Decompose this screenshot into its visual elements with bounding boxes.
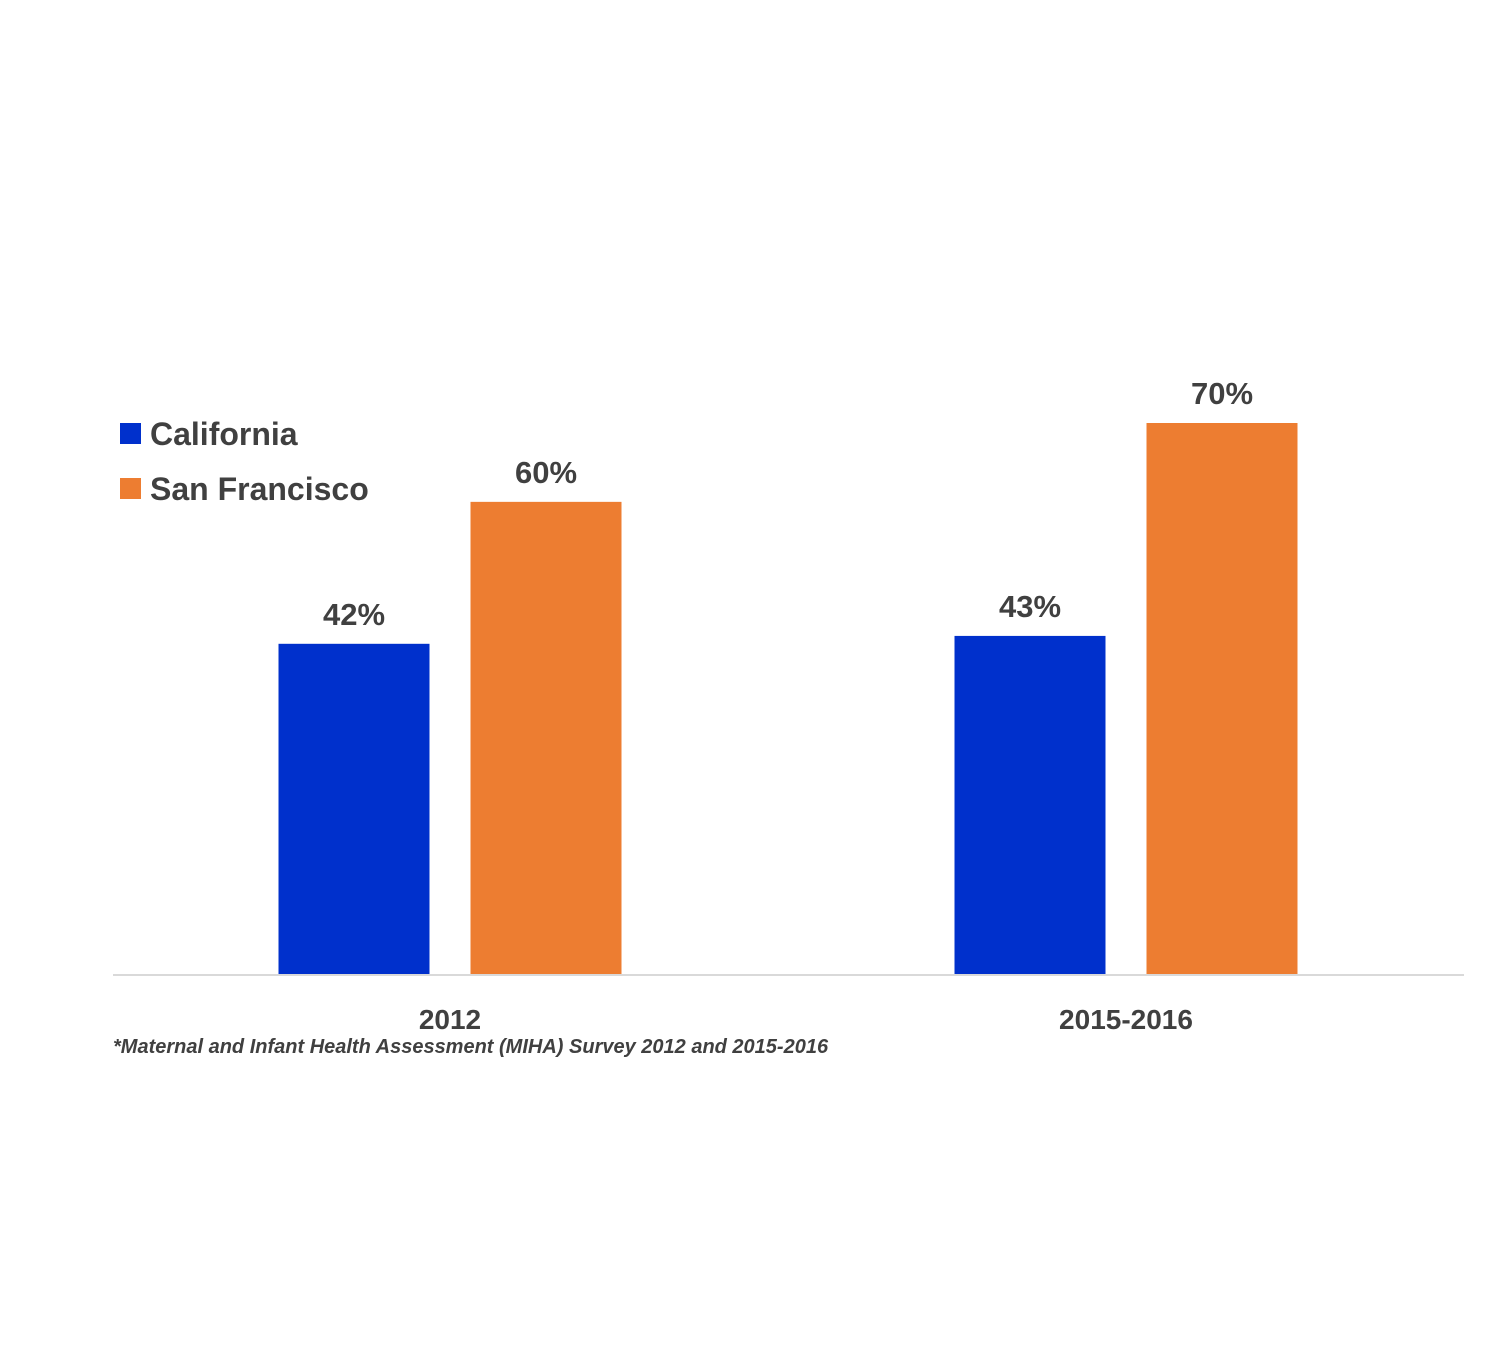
- x-tick-label-2012: 2012: [419, 1004, 481, 1035]
- value-label-san-francisco-2012: 60%: [515, 455, 577, 490]
- footnote: *Maternal and Infant Health Assessment (…: [113, 1036, 829, 1058]
- legend-swatch-san-francisco: [120, 478, 141, 499]
- legend: California San Francisco: [120, 416, 369, 507]
- legend-label-san-francisco: San Francisco: [150, 471, 369, 507]
- x-tick-labels: 2012 2015-2016: [419, 1004, 1193, 1035]
- legend-swatch-california: [120, 423, 141, 444]
- bar-san-francisco-2015-2016: [1146, 423, 1298, 975]
- value-labels-group: 42% 60% 43% 70%: [323, 376, 1253, 632]
- bars-group: [278, 423, 1298, 975]
- legend-label-california: California: [150, 416, 298, 452]
- bar-san-francisco-2012: [470, 501, 622, 975]
- value-label-california-2012: 42%: [323, 597, 385, 632]
- bar-california-2015-2016: [954, 635, 1106, 975]
- bar-california-2012: [278, 643, 430, 975]
- value-label-san-francisco-2015-2016: 70%: [1191, 376, 1253, 411]
- value-label-california-2015-2016: 43%: [999, 589, 1061, 624]
- x-tick-label-2015-2016: 2015-2016: [1059, 1004, 1193, 1035]
